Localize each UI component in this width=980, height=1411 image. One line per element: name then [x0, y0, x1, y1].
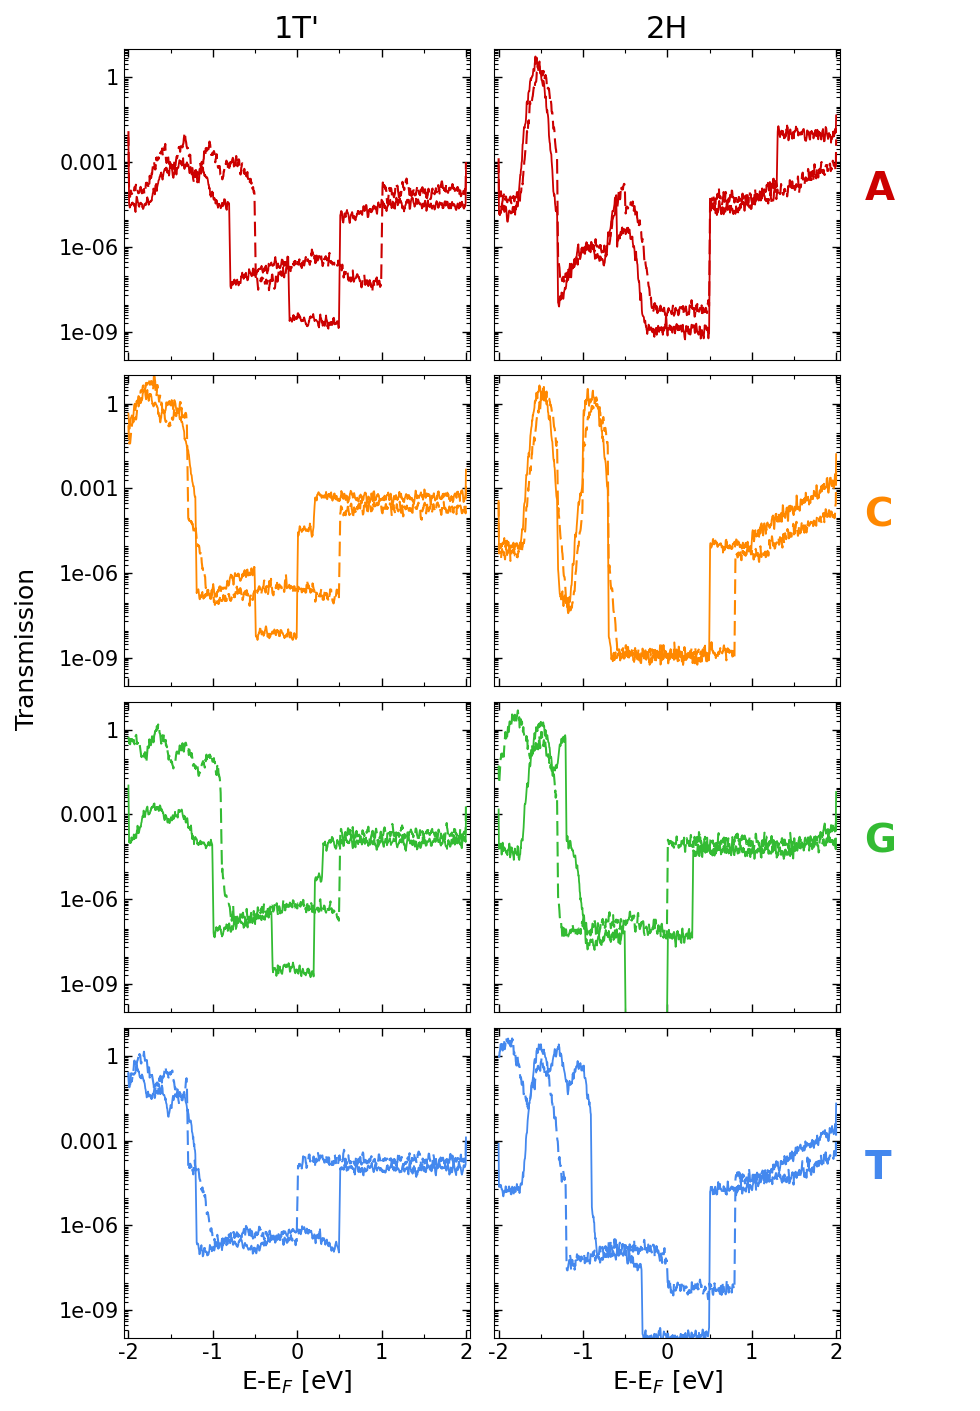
X-axis label: E-E$_F$ [eV]: E-E$_F$ [eV]	[612, 1369, 723, 1395]
Text: T: T	[864, 1149, 891, 1187]
Text: Transmission: Transmission	[15, 569, 38, 729]
Title: 1T': 1T'	[274, 16, 320, 44]
Text: G: G	[864, 823, 897, 861]
Text: A: A	[864, 169, 895, 207]
X-axis label: E-E$_F$ [eV]: E-E$_F$ [eV]	[241, 1369, 353, 1395]
Title: 2H: 2H	[646, 16, 689, 44]
Text: C: C	[864, 497, 893, 535]
